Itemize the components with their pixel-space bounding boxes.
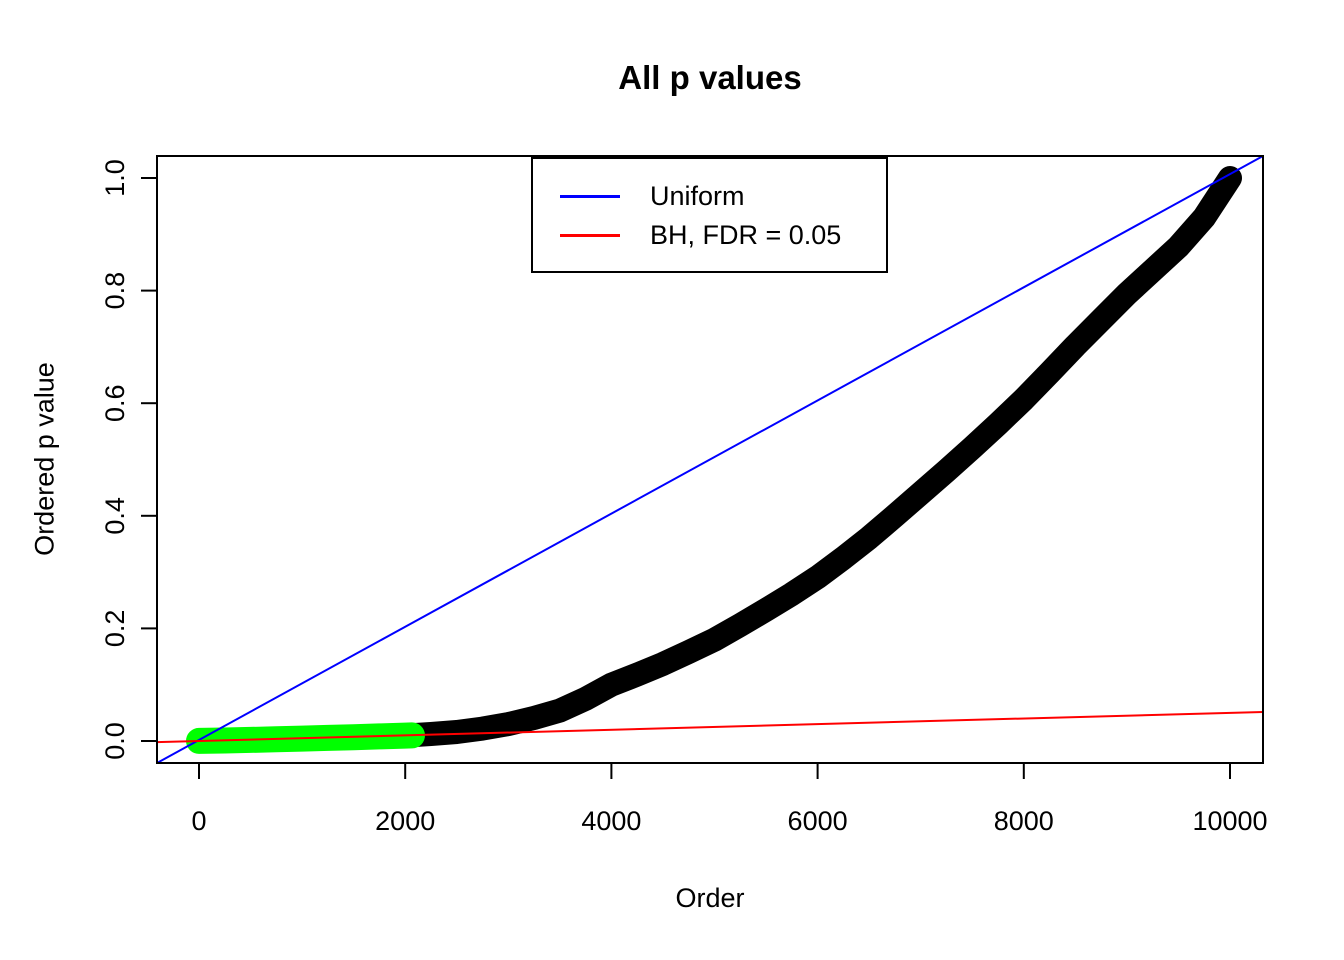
x-axis-label: Order xyxy=(675,883,745,913)
y-tick-label: 0.8 xyxy=(100,272,130,310)
x-tick-label: 6000 xyxy=(788,806,848,836)
y-axis-label: Ordered p value xyxy=(29,362,60,556)
chart-title: All p values xyxy=(618,59,802,96)
x-tick-label: 0 xyxy=(191,806,206,836)
x-tick-label: 2000 xyxy=(375,806,435,836)
y-tick-label: 0.6 xyxy=(100,384,130,422)
x-tick-label: 4000 xyxy=(581,806,641,836)
legend: Uniform BH, FDR = 0.05 xyxy=(531,157,888,273)
y-tick-label: 1.0 xyxy=(100,159,130,197)
x-tick-label: 8000 xyxy=(994,806,1054,836)
x-tick-label: 10000 xyxy=(1192,806,1267,836)
plot-box xyxy=(156,155,1264,764)
y-tick-label: 0.2 xyxy=(100,610,130,648)
y-tick-label: 0.0 xyxy=(100,722,130,760)
series-bh-fdr-line xyxy=(157,710,1263,744)
legend-line-swatch-bh xyxy=(560,234,620,237)
y-tick-label: 0.4 xyxy=(100,497,130,535)
legend-line-swatch-uniform xyxy=(560,195,620,198)
legend-entry-bh: BH, FDR = 0.05 xyxy=(533,218,886,252)
series-uniform xyxy=(157,156,1263,763)
legend-label-bh: BH, FDR = 0.05 xyxy=(650,220,842,250)
legend-entry-uniform: Uniform xyxy=(533,179,886,213)
data-layer xyxy=(157,156,1263,763)
legend-label-uniform: Uniform xyxy=(650,181,745,211)
